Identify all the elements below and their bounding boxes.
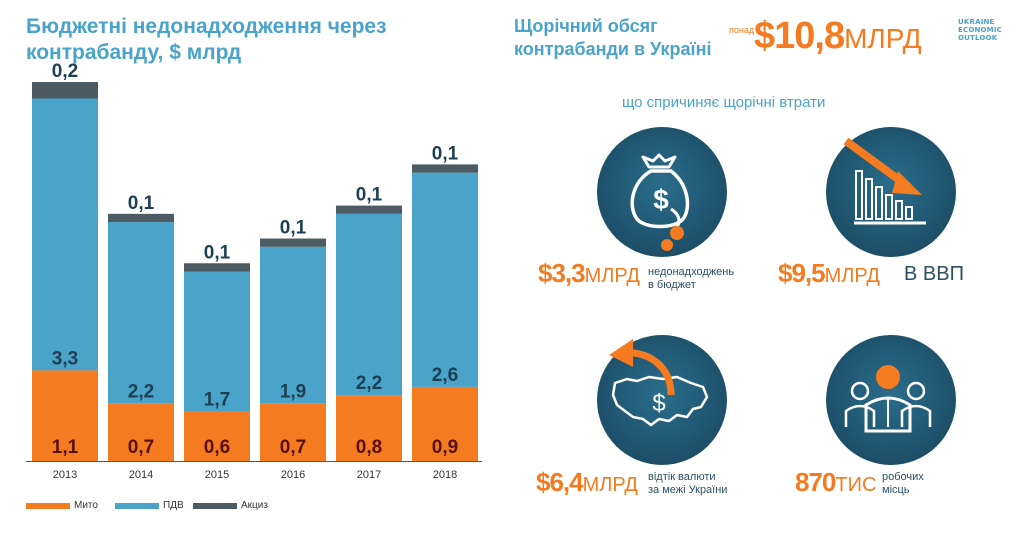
bar-акциз-2017 (336, 205, 402, 214)
data-label-акциз-2015: 0,1 (204, 242, 231, 263)
ukraine-map-outflow-icon: $ (609, 339, 709, 427)
headline-unit: МЛРД (844, 23, 922, 54)
stat-currency-outflow-desc-line2: за межі України (648, 484, 728, 496)
legend-swatch-aktsyz (193, 503, 237, 509)
bar-мито-2016 (260, 403, 326, 461)
losses-subtitle: що спричиняє щорічні втрати (622, 94, 826, 111)
legend-swatch-pdv (115, 503, 159, 509)
data-label-акциз-2014: 0,1 (128, 193, 155, 214)
legend-label-pdv: ПДВ (163, 500, 184, 511)
data-label-мито-2014: 0,7 (128, 437, 154, 458)
bar-мито-2017 (336, 395, 402, 461)
data-label-пдв-2016: 1,9 (280, 381, 306, 402)
logo-line-2: ECONOMIC (958, 26, 1002, 34)
bar-пдв-2016 (260, 246, 326, 404)
data-label-акциз-2016: 0,1 (280, 218, 307, 239)
jobs-loss-circle (826, 335, 956, 465)
stat-jobs-loss-desc-line1: робочих (882, 471, 924, 483)
data-label-акциз-2013: 0,2 (52, 61, 78, 82)
x-tick-label-2014: 2014 (129, 469, 153, 481)
data-label-акциз-2018: 0,1 (432, 143, 459, 164)
stat-jobs-loss-desc-line2: місць (882, 484, 910, 496)
declining-chart-icon (843, 137, 926, 225)
stat-currency-outflow-unit: МЛРД (582, 474, 638, 496)
bar-мито-2018 (412, 386, 478, 461)
stat-gdp-loss: $9,5МЛРД (778, 258, 880, 289)
stat-budget-loss-desc-line2: в бюджет (648, 279, 696, 291)
data-label-мито-2016: 0,7 (280, 437, 306, 458)
logo-line-3: OUTLOOK (958, 34, 998, 42)
stat-budget-loss: $3,3МЛРД (538, 258, 640, 289)
chart-title: Бюджетні недонадходження через контрабан… (26, 15, 387, 64)
legend-label-mito: Мито (74, 500, 98, 511)
x-tick-label-2017: 2017 (357, 469, 381, 481)
stat-gdp-loss-value: $9,5 (778, 258, 826, 288)
data-label-пдв-2015: 1,7 (204, 390, 230, 411)
bar-акциз-2015 (184, 263, 250, 272)
bar-мито-2013 (32, 370, 98, 461)
data-label-мито-2018: 0,9 (432, 437, 458, 458)
stat-currency-outflow: $6,4МЛРД (536, 467, 638, 498)
svg-text:$: $ (653, 184, 669, 215)
data-label-пдв-2017: 2,2 (356, 373, 382, 394)
stat-jobs-loss-desc: робочих місць (882, 471, 924, 497)
data-label-пдв-2014: 2,2 (128, 381, 154, 402)
bar-пдв-2014 (108, 222, 174, 404)
x-tick-label-2015: 2015 (205, 469, 229, 481)
stat-gdp-loss-desc: В ВВП (904, 263, 964, 285)
ukraine-economic-outlook-logo: UKRAINE ECONOMIC OUTLOOK (958, 18, 1018, 42)
data-label-пдв-2018: 2,6 (432, 365, 458, 386)
legend-swatch-mito (26, 503, 70, 509)
money-bag-icon: $ (630, 153, 690, 251)
gdp-loss-circle (826, 127, 956, 257)
stat-budget-loss-unit: МЛРД (584, 265, 640, 287)
headline-amount: $10,8 (754, 15, 845, 57)
bar-акциз-2018 (412, 164, 478, 173)
workers-icon (844, 365, 932, 433)
stat-budget-loss-desc-line1: недонадходжень (648, 266, 735, 278)
bar-мито-2015 (184, 411, 250, 461)
x-tick-label-2018: 2018 (433, 469, 457, 481)
stat-budget-loss-desc: недонадходжень в бюджет (648, 266, 734, 292)
x-tick-label-2013: 2013 (53, 469, 77, 481)
stat-currency-outflow-desc-line1: відтік валюти (648, 471, 716, 483)
stat-currency-outflow-desc: відтік валюти за межі України (648, 471, 727, 497)
data-label-мито-2015: 0,6 (204, 437, 230, 458)
data-label-мито-2017: 0,8 (356, 437, 382, 458)
svg-text:$: $ (652, 390, 665, 417)
logo-line-1: UKRAINE (958, 18, 995, 26)
data-label-мито-2013: 1,1 (52, 437, 79, 458)
stat-budget-loss-value: $3,3 (538, 258, 586, 288)
bar-пдв-2013 (32, 98, 98, 371)
data-label-акциз-2017: 0,1 (356, 185, 383, 206)
bar-пдв-2018 (412, 172, 478, 387)
legend-label-aktsyz: Акциз (241, 500, 268, 511)
stat-jobs-loss: 870ТИС (795, 467, 876, 498)
stacked-bar-chart: 1,1 3,3 0,2 2013 0,7 2,2 0,1 2014 0,6 1,7 0,1 2015 0… (26, 61, 482, 481)
money-bag-circle: $ (597, 127, 727, 257)
data-label-пдв-2013: 3,3 (52, 348, 78, 369)
currency-outflow-circle: $ (597, 335, 727, 465)
bar-пдв-2015 (184, 271, 250, 412)
headline-value: $10,8МЛРД (754, 14, 922, 61)
x-tick-label-2016: 2016 (281, 469, 305, 481)
stat-jobs-loss-unit: ТИС (835, 474, 877, 496)
bar-акциз-2016 (260, 238, 326, 247)
stat-jobs-loss-value: 870 (795, 467, 836, 497)
bar-мито-2014 (108, 403, 174, 461)
bar-акциз-2013 (32, 82, 98, 99)
smuggling-volume-title: Щорічний обсяг контрабанди в Україні (514, 16, 712, 59)
bar-пдв-2017 (336, 213, 402, 396)
ponad-label: понад (729, 25, 755, 35)
stat-currency-outflow-value: $6,4 (536, 467, 584, 497)
stat-gdp-loss-unit: МЛРД (824, 265, 880, 287)
bar-акциз-2014 (108, 213, 174, 223)
